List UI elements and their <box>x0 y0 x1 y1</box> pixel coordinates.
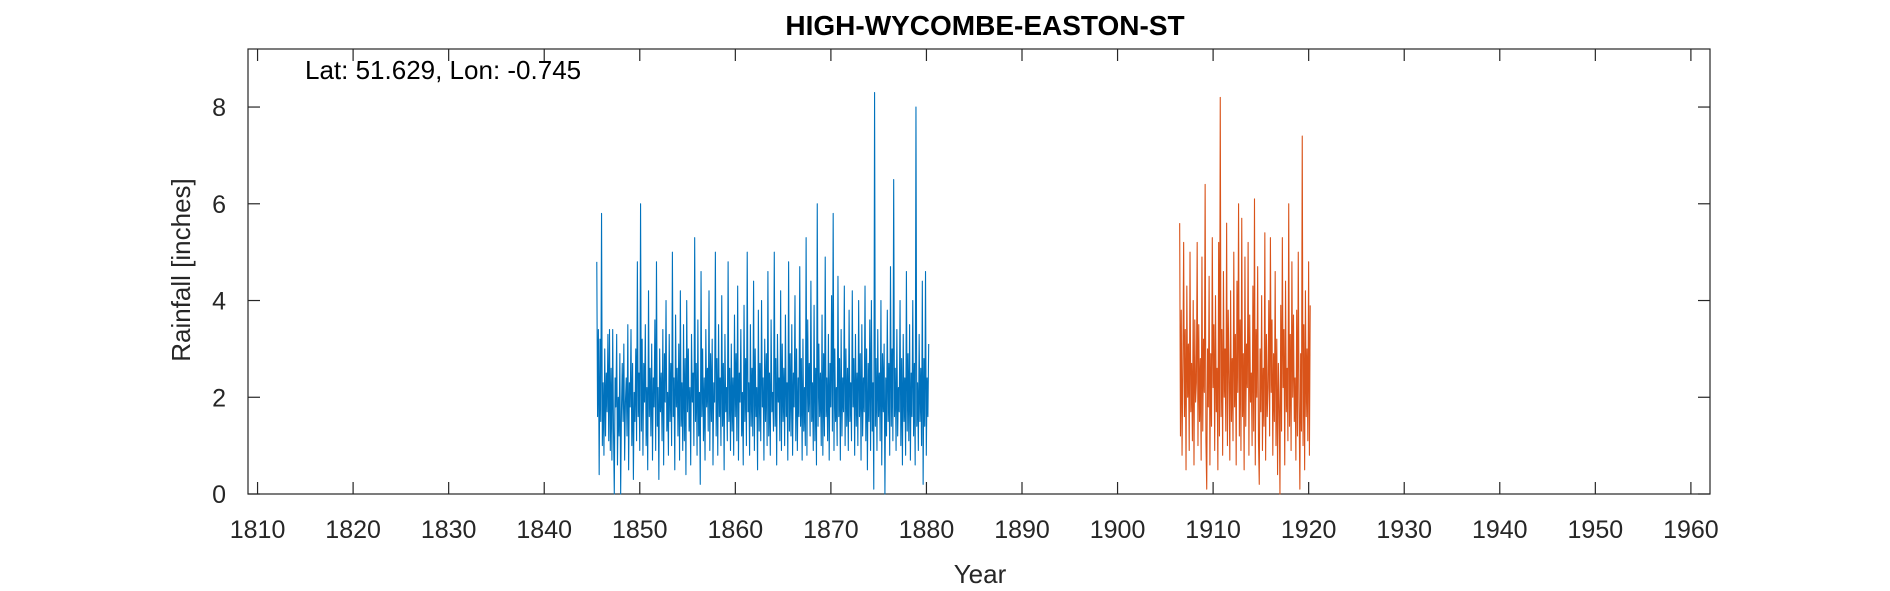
x-tick-label: 1940 <box>1472 516 1528 544</box>
chart-title: HIGH-WYCOMBE-EASTON-ST <box>785 10 1184 41</box>
x-tick-label: 1830 <box>421 516 477 544</box>
station-coordinates: Lat: 51.629, Lon: -0.745 <box>305 55 581 85</box>
x-tick-label: 1890 <box>994 516 1050 544</box>
x-tick-label: 1920 <box>1281 516 1337 544</box>
x-tick-label: 1950 <box>1568 516 1624 544</box>
y-tick-label: 6 <box>212 191 226 219</box>
y-tick-label: 0 <box>212 481 226 509</box>
plot-area <box>247 48 1711 495</box>
x-axis-label: Year <box>954 559 1007 589</box>
x-tick-label: 1850 <box>612 516 668 544</box>
x-tick-label: 1930 <box>1376 516 1432 544</box>
y-tick-label: 2 <box>212 384 226 412</box>
series-line-2 <box>1179 96 1311 495</box>
x-tick-label: 1870 <box>803 516 859 544</box>
x-tick-label: 1880 <box>899 516 955 544</box>
x-tick-label: 1900 <box>1090 516 1146 544</box>
y-tick-label: 8 <box>212 94 226 122</box>
x-tick-label: 1910 <box>1185 516 1241 544</box>
x-tick-label: 1820 <box>325 516 381 544</box>
series-layer <box>596 91 1311 495</box>
axis-ticks: 1810 1820 1830 1840 1850 1860 1870 1880 1890 1900… <box>212 49 1719 544</box>
y-axis-label: Rainfall [inches] <box>166 178 196 362</box>
x-tick-label: 1840 <box>516 516 572 544</box>
x-tick-label: 1960 <box>1663 516 1719 544</box>
x-tick-label: 1860 <box>708 516 764 544</box>
x-tick-label: 1810 <box>230 516 286 544</box>
series-line-1 <box>596 91 930 495</box>
y-tick-label: 4 <box>212 288 226 316</box>
